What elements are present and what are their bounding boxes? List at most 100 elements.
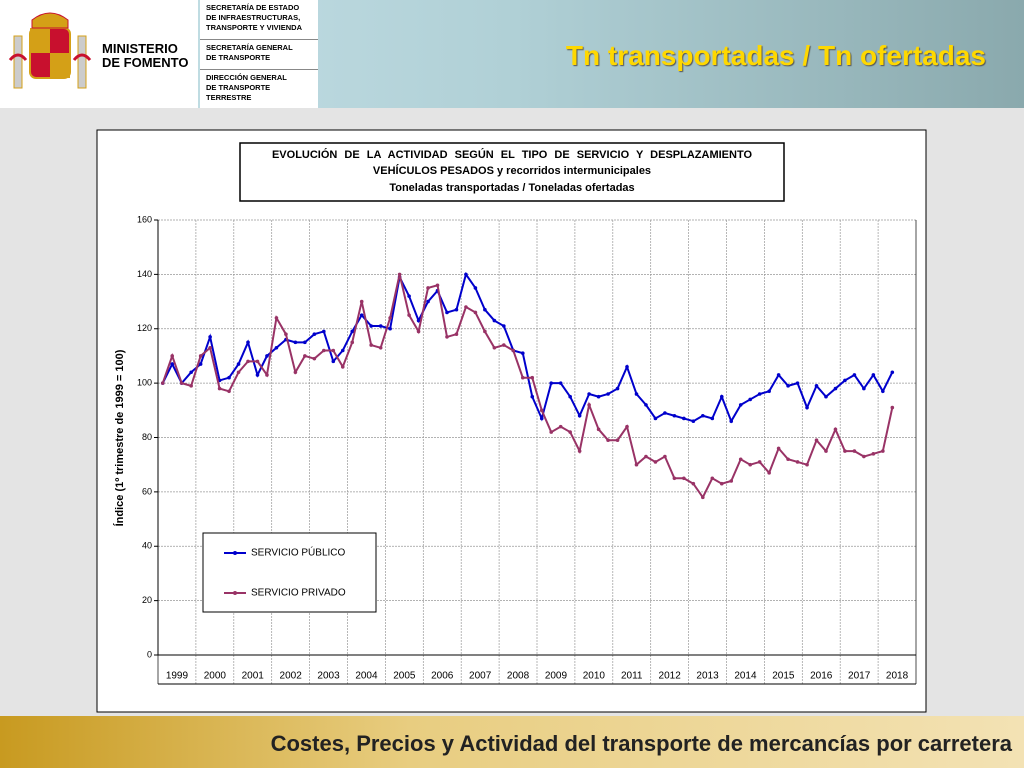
- point: [625, 365, 629, 369]
- point: [227, 375, 231, 380]
- x-tick-label: 2007: [469, 671, 492, 682]
- point: [331, 359, 336, 364]
- point: [502, 343, 506, 347]
- x-tick-label: 2018: [886, 671, 909, 682]
- point: [776, 446, 781, 451]
- point: [312, 356, 317, 361]
- point: [824, 449, 828, 453]
- point: [691, 419, 696, 423]
- point: [483, 307, 487, 312]
- point: [179, 381, 184, 385]
- point: [189, 370, 193, 375]
- point: [719, 481, 724, 486]
- point: [236, 370, 241, 375]
- point: [265, 354, 269, 358]
- point: [663, 454, 667, 459]
- x-tick-label: 2005: [393, 671, 416, 682]
- point: [483, 329, 487, 334]
- point: [322, 329, 326, 334]
- point: [312, 332, 317, 336]
- y-tick-label: 40: [142, 541, 152, 551]
- point: [160, 381, 165, 385]
- point: [890, 370, 895, 375]
- point: [464, 272, 468, 277]
- ministry-name: MINISTERIO DE FOMENTO: [102, 41, 189, 70]
- point: [625, 424, 629, 429]
- point: [833, 427, 838, 432]
- point: [568, 394, 572, 399]
- point: [274, 316, 279, 320]
- point: [719, 394, 724, 399]
- point: [833, 386, 838, 391]
- legend-box: [202, 532, 377, 613]
- point: [170, 354, 175, 358]
- point: [454, 307, 459, 312]
- point: [170, 362, 175, 366]
- point: [634, 462, 639, 467]
- y-tick-label: 80: [142, 432, 152, 442]
- series-line: [161, 272, 894, 424]
- point: [435, 283, 440, 288]
- point: [691, 481, 696, 486]
- point: [274, 345, 279, 350]
- y-tick-label: 20: [142, 595, 152, 605]
- point: [388, 326, 392, 331]
- point: [615, 438, 620, 443]
- x-tick-label: 2011: [621, 671, 643, 682]
- legend-label: SERVICIO PÚBLICO: [251, 546, 346, 559]
- point: [748, 462, 752, 467]
- x-tick-label: 2008: [507, 671, 530, 682]
- point: [388, 316, 392, 320]
- point: [805, 462, 809, 467]
- point: [881, 389, 885, 394]
- coat-of-arms: [8, 12, 92, 89]
- point: [208, 335, 212, 339]
- point: [246, 359, 250, 364]
- point: [862, 454, 866, 459]
- point: [492, 345, 497, 350]
- slide-title: Tn transportadas / Tn ofertadas: [565, 40, 986, 71]
- x-tick-label: 2016: [810, 671, 833, 682]
- point: [255, 359, 260, 364]
- point: [293, 370, 298, 375]
- point: [577, 413, 582, 418]
- point: [369, 343, 373, 347]
- x-tick-label: 2004: [355, 671, 378, 682]
- point: [653, 460, 658, 464]
- point: [549, 381, 554, 385]
- point: [701, 495, 705, 500]
- point: [236, 362, 241, 366]
- point: [217, 386, 222, 391]
- point: [843, 449, 847, 453]
- point: [606, 438, 610, 443]
- point: [558, 381, 563, 385]
- point: [852, 373, 857, 377]
- point: [359, 313, 364, 317]
- point: [340, 365, 345, 369]
- point: [208, 345, 212, 350]
- footer-text: Costes, Precios y Actividad del transpor…: [270, 731, 1012, 756]
- point: [426, 299, 430, 304]
- point: [682, 476, 686, 481]
- point: [520, 351, 525, 356]
- point: [378, 345, 383, 350]
- point: [814, 384, 819, 388]
- x-tick-label: 2017: [848, 671, 871, 682]
- x-tick-label: 2014: [734, 671, 757, 682]
- point: [568, 430, 572, 434]
- point: [369, 324, 373, 328]
- point: [322, 348, 326, 353]
- y-tick-label: 120: [137, 323, 152, 333]
- x-tick-label: 2001: [242, 671, 265, 682]
- point: [416, 329, 421, 334]
- point: [653, 416, 658, 421]
- point: [303, 340, 307, 345]
- point: [350, 340, 355, 345]
- y-tick-label: 60: [142, 486, 152, 496]
- y-tick-label: 160: [137, 214, 152, 224]
- point: [881, 449, 885, 453]
- point: [767, 389, 771, 394]
- footer: Costes, Precios y Actividad del transpor…: [0, 716, 1024, 768]
- header: MINISTERIO DE FOMENTO SECRETARÍA DE ESTA…: [0, 0, 1024, 108]
- x-tick-label: 1999: [166, 671, 189, 682]
